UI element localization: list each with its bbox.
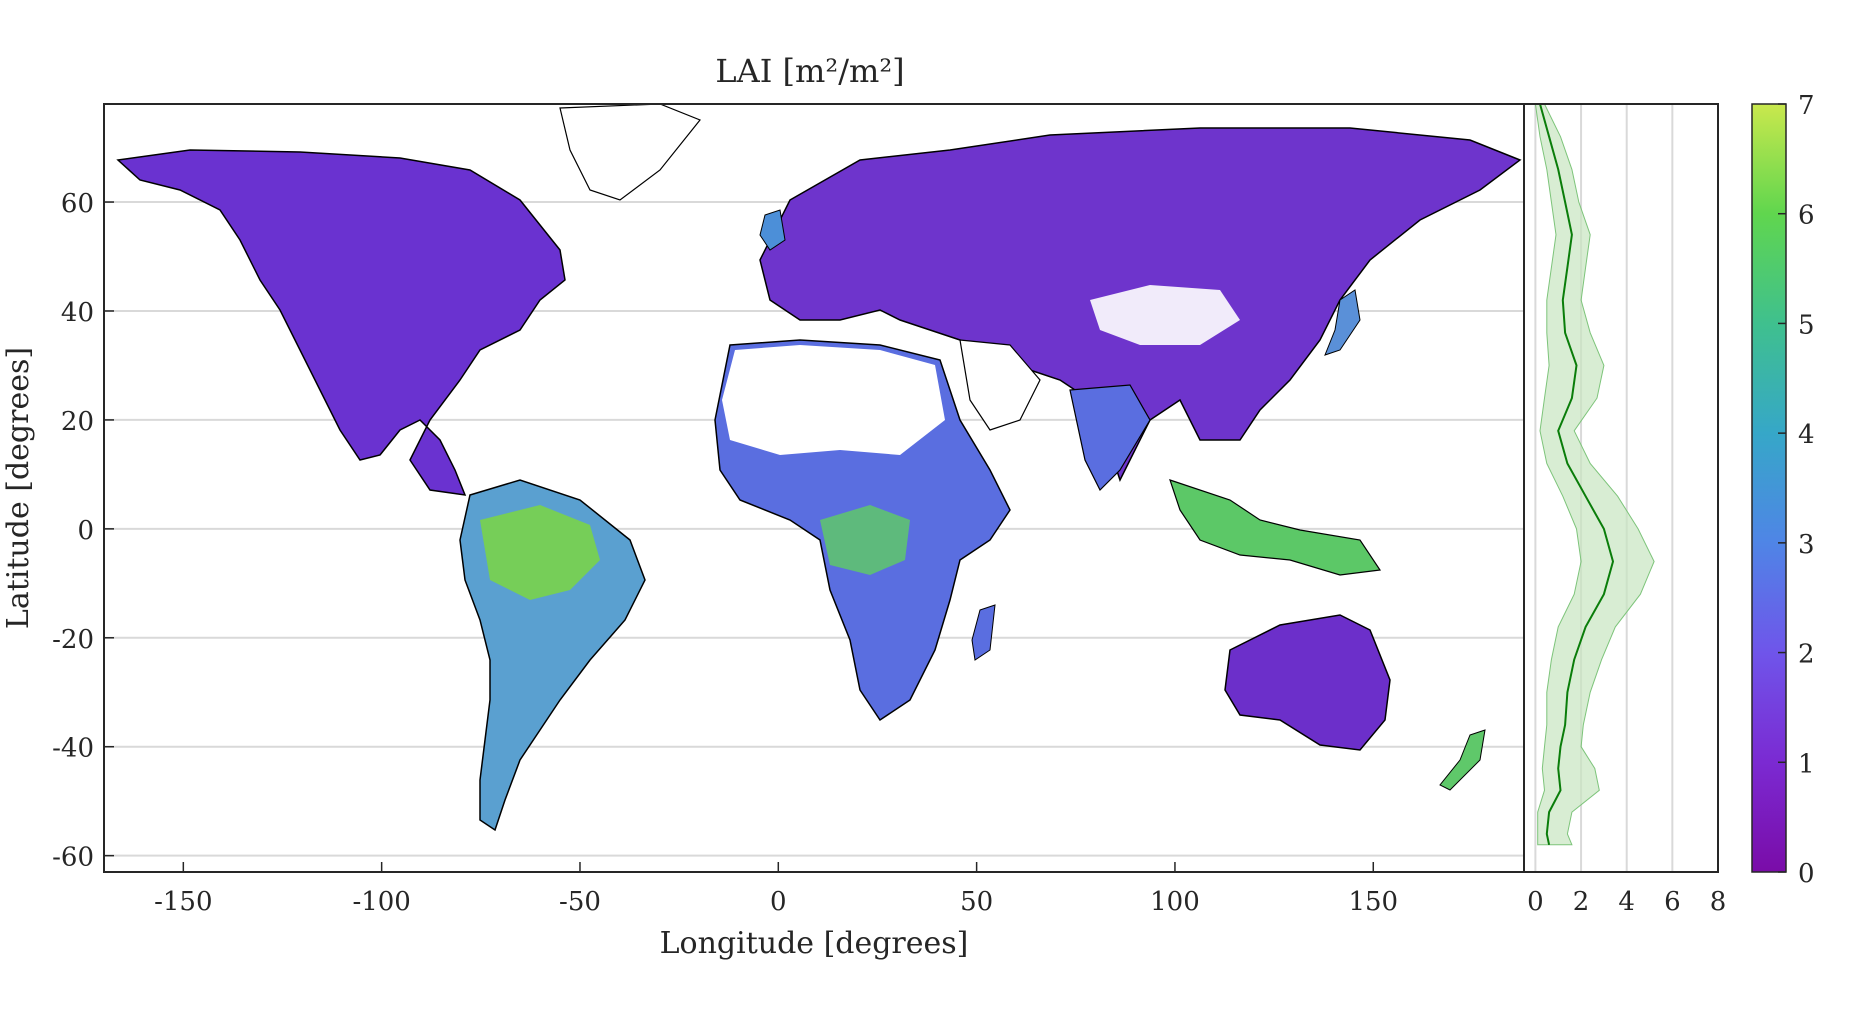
map-xtick-label: 50	[960, 887, 993, 917]
colorbar-bar	[1751, 103, 1787, 873]
profile-xtick-label: 2	[1573, 887, 1590, 917]
map-panel: -150 -100 -50 0 50 100 150 60 40 20 0 -20 -40 -60 Lo…	[1, 103, 1525, 961]
colorbar: 0 1 2 3 4 5 6 7	[1751, 91, 1815, 889]
greenland	[559, 104, 701, 201]
profile-frame	[1523, 103, 1719, 873]
map-yaxis: 60 40 20 0 -20 -40 -60	[52, 189, 114, 873]
colorbar-tick-label: 5	[1798, 310, 1815, 340]
map-xtick-label: -150	[154, 887, 212, 917]
profile-xtick-label: 6	[1664, 887, 1681, 917]
india	[1069, 384, 1151, 492]
map-xtick-label: 0	[770, 887, 787, 917]
colorbar-tick-label: 4	[1798, 420, 1815, 450]
map-xtick-label: -50	[559, 887, 601, 917]
colorbar-tick-label: 3	[1798, 530, 1815, 560]
map-ytick-label: -20	[52, 625, 94, 655]
map-xaxis: -150 -100 -50 0 50 100 150	[154, 862, 1398, 917]
profile-xtick-label: 0	[1527, 887, 1544, 917]
colorbar-ticks: 0 1 2 3 4 5 6 7	[1778, 91, 1815, 889]
map-xtick-label: -100	[352, 887, 410, 917]
map-xlabel: Longitude [degrees]	[660, 926, 969, 961]
colorbar-tick-label: 1	[1798, 749, 1815, 779]
colorbar-tick-label: 0	[1798, 859, 1815, 889]
british-isles	[759, 209, 786, 251]
map-ytick-label: 20	[61, 407, 94, 437]
profile-range-band	[1534, 104, 1655, 846]
colorbar-tick-label: 6	[1798, 201, 1815, 231]
amazon-forest	[480, 505, 600, 600]
map-title: LAI [m²/m²]	[715, 52, 904, 90]
map-ytick-label: -60	[52, 843, 94, 873]
map-xtick-label: 150	[1348, 887, 1398, 917]
colorbar-tick-label: 2	[1798, 640, 1815, 670]
north-america	[116, 149, 566, 496]
map-ytick-label: 40	[61, 298, 94, 328]
japan	[1324, 289, 1361, 356]
arabia	[959, 339, 1041, 431]
profile-xtick-label: 4	[1618, 887, 1635, 917]
map-ytick-label: -40	[52, 734, 94, 764]
sahara	[722, 345, 945, 455]
profile-mean-line	[1539, 104, 1615, 846]
land-layer	[116, 104, 1522, 832]
southeast-asia-islands	[1169, 479, 1382, 576]
colorbar-tick-label: 7	[1798, 91, 1815, 121]
australia	[1224, 614, 1391, 751]
madagascar	[971, 604, 996, 661]
map-ytick-label: 60	[61, 189, 94, 219]
tibet-desert	[1090, 285, 1240, 345]
congo-forest	[820, 505, 910, 575]
profile-xtick-label: 8	[1710, 887, 1727, 917]
new-zealand	[1439, 729, 1486, 791]
map-ytick-label: 0	[77, 516, 94, 546]
map-xtick-label: 100	[1150, 887, 1200, 917]
map-ylabel: Latitude [degrees]	[1, 347, 36, 629]
